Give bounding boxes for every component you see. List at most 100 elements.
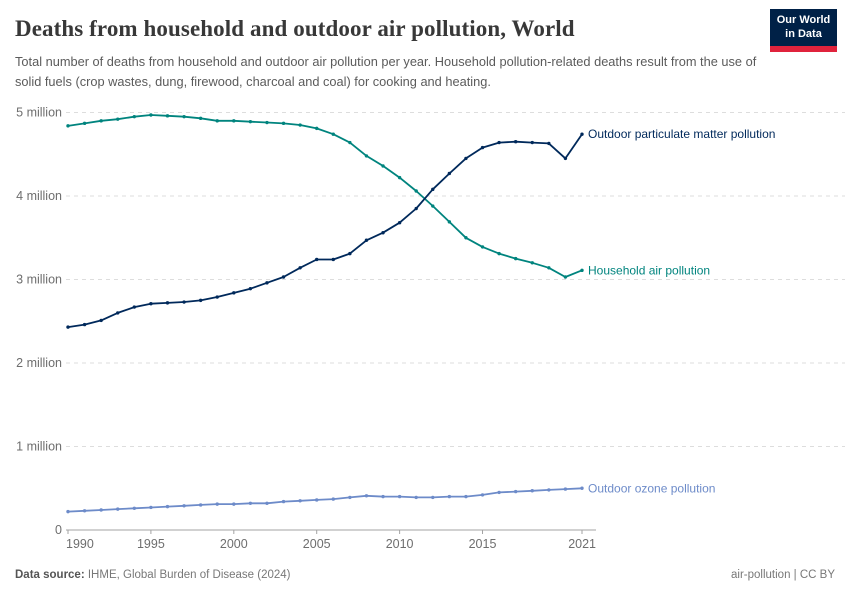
data-point	[132, 305, 137, 309]
data-point	[431, 204, 435, 208]
data-point	[447, 494, 452, 499]
data-point	[182, 300, 186, 304]
data-point	[397, 221, 402, 225]
data-point	[580, 486, 584, 490]
data-point	[248, 119, 253, 124]
data-point	[480, 245, 485, 249]
data-point	[464, 494, 468, 499]
data-point	[99, 508, 103, 512]
x-axis-tick-label: 1995	[137, 537, 165, 551]
data-point	[265, 120, 269, 125]
data-point	[497, 490, 501, 495]
data-point	[99, 119, 103, 123]
series-label-outdoor-ozone-pollution[interactable]: Outdoor ozone pollution	[588, 481, 715, 495]
data-source: Data source: IHME, Global Burden of Dise…	[15, 569, 291, 581]
data-point	[580, 268, 584, 273]
data-point	[547, 141, 551, 146]
x-axis-tick-label: 1990	[66, 537, 94, 551]
data-point	[165, 114, 170, 118]
data-point	[364, 494, 369, 498]
y-axis-tick-label: 5 million	[16, 106, 62, 120]
y-axis-tick-label: 2 million	[16, 356, 62, 370]
data-point	[248, 501, 253, 505]
owid-logo-red-bar	[770, 46, 837, 52]
data-point	[348, 140, 352, 145]
data-point	[132, 114, 137, 119]
data-point	[298, 266, 302, 270]
series-label-outdoor-particulate-matter-pollution[interactable]: Outdoor particulate matter pollution	[588, 127, 775, 141]
data-point	[165, 504, 170, 509]
series-line-outdoor-particulate-matter-pollution[interactable]	[67, 133, 583, 329]
series-line-outdoor-ozone-pollution[interactable]	[67, 487, 583, 513]
data-point	[116, 311, 120, 315]
data-point	[397, 175, 402, 180]
data-point	[547, 266, 551, 270]
data-point	[132, 506, 137, 510]
data-point	[331, 497, 335, 501]
data-point	[149, 113, 153, 117]
data-point	[563, 275, 568, 279]
data-point	[530, 140, 534, 145]
data-point	[281, 121, 286, 126]
data-point	[381, 164, 385, 168]
data-point	[265, 501, 269, 505]
data-point	[298, 123, 302, 127]
data-point	[232, 502, 236, 506]
data-point	[281, 275, 286, 279]
data-point	[381, 494, 385, 499]
y-axis-tick-label: 0	[55, 523, 62, 537]
data-point	[198, 116, 203, 121]
data-point	[464, 236, 468, 240]
series-line-household-air-pollution[interactable]	[67, 114, 583, 278]
data-point	[497, 251, 501, 256]
data-source-value: IHME, Global Burden of Disease (2024)	[84, 569, 291, 581]
data-point	[563, 156, 568, 161]
data-point	[99, 318, 103, 323]
x-axis-tick-label: 2000	[220, 537, 248, 551]
license-note[interactable]: air-pollution | CC BY	[731, 569, 835, 581]
data-point	[397, 494, 402, 499]
data-point	[66, 124, 70, 128]
owid-logo[interactable]: Our World in Data	[770, 9, 837, 52]
data-point	[182, 504, 186, 508]
data-point	[348, 251, 352, 256]
data-point	[82, 509, 87, 513]
data-point	[513, 489, 518, 494]
data-point	[381, 231, 385, 235]
data-point	[364, 154, 369, 158]
data-point	[480, 145, 485, 150]
data-point	[547, 488, 551, 492]
data-point	[165, 301, 170, 305]
data-point	[315, 126, 319, 131]
data-point	[298, 499, 302, 503]
owid-logo-line1: Our World	[776, 14, 831, 27]
y-axis-tick-label: 4 million	[16, 189, 62, 203]
data-point	[232, 119, 236, 123]
chart-footer: Data source: IHME, Global Burden of Dise…	[15, 569, 835, 581]
owid-logo-text: Our World in Data	[770, 9, 837, 46]
data-point	[513, 256, 518, 261]
x-axis-tick-label: 2005	[303, 537, 331, 551]
data-point	[364, 238, 369, 242]
data-point	[66, 325, 70, 329]
data-point	[116, 117, 120, 121]
series-label-household-air-pollution[interactable]: Household air pollution	[588, 263, 710, 277]
data-point	[480, 493, 485, 497]
data-point	[563, 487, 568, 491]
chart-title: Deaths from household and outdoor air po…	[15, 16, 575, 41]
x-axis-tick-label: 2015	[469, 537, 497, 551]
data-point	[215, 119, 219, 123]
data-point	[66, 509, 70, 514]
data-point	[497, 140, 501, 145]
data-point	[315, 257, 319, 262]
data-point	[414, 206, 418, 211]
x-axis-tick-label: 2021	[568, 537, 596, 551]
data-point	[198, 503, 203, 507]
data-point	[198, 298, 203, 303]
data-point	[82, 322, 87, 327]
x-axis-tick-label: 2010	[386, 537, 414, 551]
data-point	[513, 140, 518, 144]
data-point	[431, 187, 435, 192]
data-source-label: Data source:	[15, 569, 85, 581]
owid-logo-line2: in Data	[785, 27, 822, 40]
